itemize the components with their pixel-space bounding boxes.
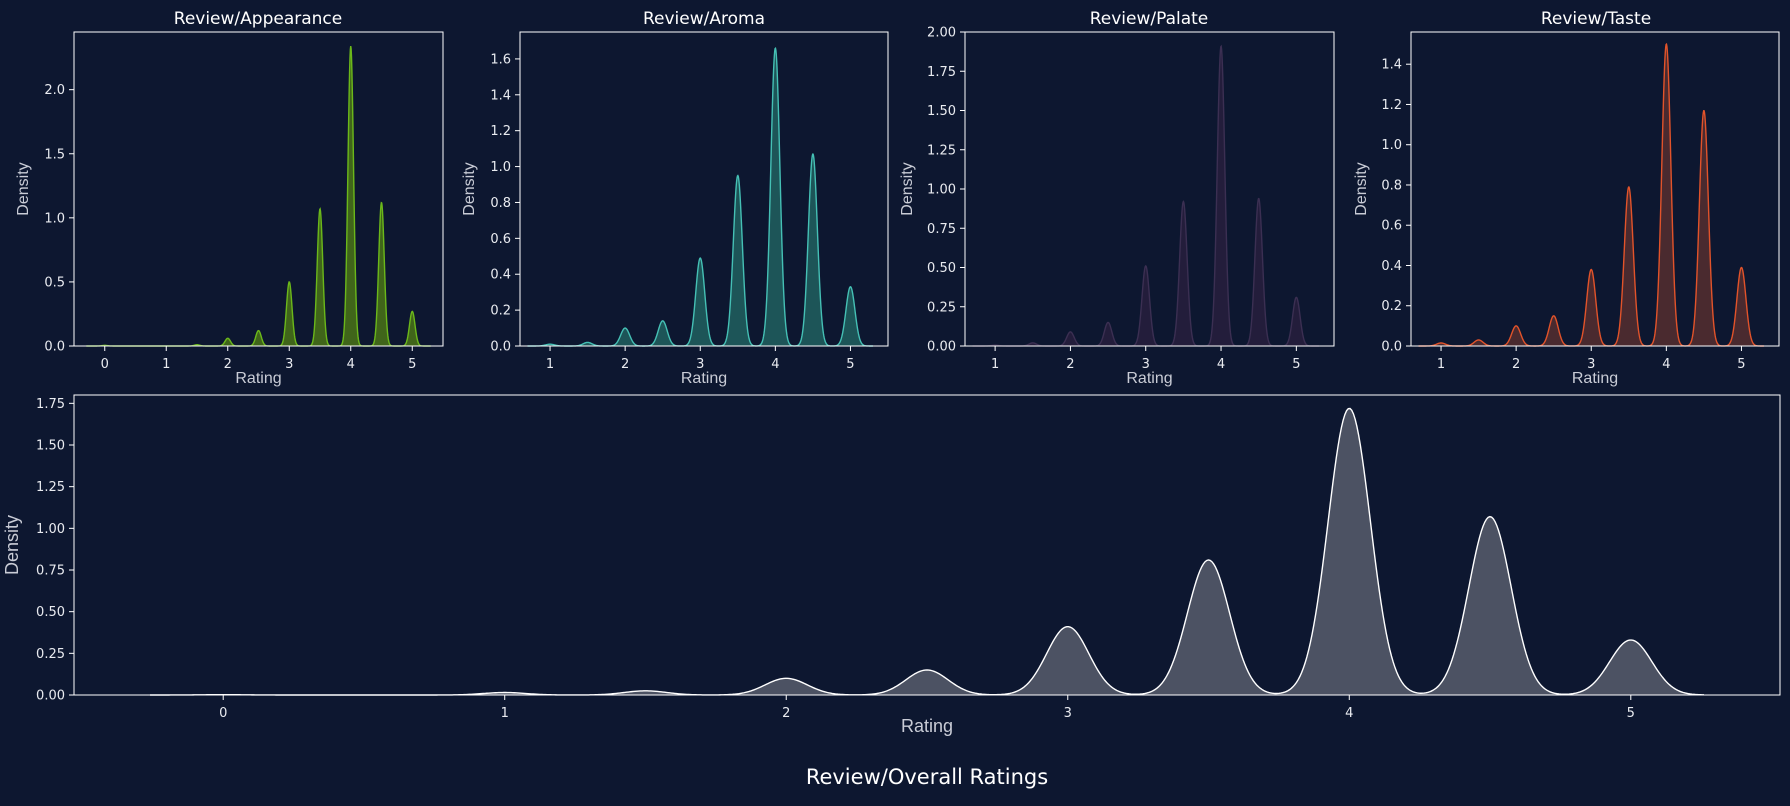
- x-tick-label: 4: [771, 357, 779, 372]
- x-tick-label: 4: [1662, 357, 1670, 372]
- y-tick-label: 1.50: [927, 104, 956, 119]
- x-tick-label: 3: [1587, 357, 1595, 372]
- y-tick-label: 0.4: [1381, 259, 1402, 274]
- x-tick-label: 1: [162, 357, 170, 372]
- x-tick-label: 0: [101, 357, 109, 372]
- axes-frame: [73, 394, 1781, 696]
- y-tick-label: 1.50: [36, 439, 65, 454]
- y-axis-label: Density: [15, 162, 32, 215]
- density-area: [527, 48, 873, 346]
- chart-title: Review/Aroma: [643, 9, 765, 29]
- x-tick-label: 1: [991, 357, 999, 372]
- y-tick-label: 0.0: [490, 340, 511, 355]
- y-tick-label: 1.4: [1381, 58, 1402, 73]
- y-tick-label: 0.2: [490, 304, 511, 319]
- chart-title: Review/Overall Ratings: [806, 765, 1048, 789]
- panel-review-aroma: 1 2 3 4 5 0.0 0.2 0.4 0.6 0.8 1.0 1.2 1.4 1.6 Review/A…: [461, 9, 889, 387]
- y-tick-label: 1.4: [490, 88, 511, 103]
- y-tick-label: 1.00: [927, 183, 956, 198]
- y-tick-label: 0.25: [36, 647, 65, 662]
- y-tick-label: 2.00: [927, 26, 956, 41]
- y-tick-label: 1.75: [36, 397, 65, 412]
- x-tick-label: 0: [219, 706, 227, 721]
- y-tick-label: 1.0: [490, 160, 511, 175]
- y-tick-label: 0.2: [1381, 299, 1402, 314]
- y-tick-label: 1.2: [490, 124, 511, 139]
- chart-title: Review/Taste: [1541, 9, 1651, 29]
- x-tick-label: 2: [782, 706, 790, 721]
- x-tick-label: 5: [846, 357, 854, 372]
- density-area: [150, 408, 1704, 695]
- x-axis-label: Rating: [1572, 370, 1618, 387]
- y-axis-label: Density: [899, 162, 916, 215]
- y-tick-label: 1.00: [36, 522, 65, 537]
- y-tick-label: 0.75: [927, 222, 956, 237]
- y-tick-label: 0.8: [1381, 178, 1402, 193]
- y-tick-label: 1.6: [490, 52, 511, 67]
- x-tick-label: 3: [696, 357, 704, 372]
- x-axis-label: Rating: [681, 370, 727, 387]
- y-tick-label: 0.75: [36, 564, 65, 579]
- panel-review-taste: 1 2 3 4 5 0.0 0.2 0.4 0.6 0.8 1.0 1.2 1.4 Review/Tast…: [1353, 9, 1780, 387]
- x-tick-label: 2: [224, 357, 232, 372]
- y-tick-label: 1.75: [927, 65, 956, 80]
- axes-frame: [519, 31, 889, 347]
- panel-review-palate: 1 2 3 4 5 0.00 0.25 0.50 0.75 1.00 1.25 1.50 1.75 2.0…: [899, 9, 1335, 387]
- density-area: [972, 46, 1319, 346]
- axes-frame: [73, 31, 444, 347]
- x-axis-label: Rating: [1126, 370, 1172, 387]
- x-tick-label: 3: [285, 357, 293, 372]
- y-tick-label: 0.00: [36, 689, 65, 704]
- x-tick-label: 1: [1437, 357, 1445, 372]
- y-tick-label: 0.8: [490, 196, 511, 211]
- y-tick-label: 0.5: [44, 275, 65, 290]
- x-tick-label: 4: [1345, 706, 1353, 721]
- y-tick-label: 1.2: [1381, 98, 1402, 113]
- y-axis-label: Density: [461, 162, 478, 215]
- y-tick-label: 1.0: [1381, 138, 1402, 153]
- y-tick-label: 0.0: [1381, 340, 1402, 355]
- axes-frame: [1410, 31, 1780, 347]
- y-tick-label: 1.25: [36, 480, 65, 495]
- x-tick-label: 4: [1217, 357, 1225, 372]
- x-tick-label: 2: [621, 357, 629, 372]
- y-tick-label: 0.6: [490, 232, 511, 247]
- density-area: [86, 46, 431, 347]
- density-line: [972, 44, 1319, 347]
- x-tick-label: 5: [1292, 357, 1300, 372]
- x-tick-label: 5: [1737, 357, 1745, 372]
- x-axis-label: Rating: [901, 716, 953, 736]
- y-tick-label: 0.6: [1381, 219, 1402, 234]
- y-tick-label: 0.50: [36, 605, 65, 620]
- y-tick-label: 0.25: [927, 300, 956, 315]
- y-tick-label: 1.25: [927, 143, 956, 158]
- panel-review-appearance: 0 1 2 3 4 5 0.0 0.5 1.0 1.5 2.0 Review/Appearance Ra…: [15, 9, 444, 387]
- x-tick-label: 4: [347, 357, 355, 372]
- x-tick-label: 5: [408, 357, 416, 372]
- x-tick-label: 2: [1066, 357, 1074, 372]
- y-axis-label: Density: [2, 515, 22, 575]
- y-tick-label: 0.50: [927, 261, 956, 276]
- y-tick-label: 1.5: [44, 147, 65, 162]
- y-tick-label: 0.0: [44, 340, 65, 355]
- y-tick-label: 0.00: [927, 340, 956, 355]
- y-axis-label: Density: [1353, 162, 1370, 215]
- x-axis-label: Rating: [235, 370, 281, 387]
- panel-review-overall: 0 1 2 3 4 5 0.00 0.25 0.50 0.75 1.00 1.25 1.50 1.75 Re…: [2, 394, 1781, 789]
- x-tick-label: 1: [501, 706, 509, 721]
- x-tick-label: 2: [1512, 357, 1520, 372]
- y-tick-label: 0.4: [490, 268, 511, 283]
- y-tick-label: 1.0: [44, 211, 65, 226]
- x-tick-label: 5: [1627, 706, 1635, 721]
- chart-title: Review/Appearance: [174, 9, 342, 29]
- x-tick-label: 3: [1064, 706, 1072, 721]
- x-tick-label: 1: [546, 357, 554, 372]
- y-tick-label: 2.0: [44, 83, 65, 98]
- density-line: [1418, 42, 1764, 347]
- density-line: [527, 46, 873, 347]
- chart-title: Review/Palate: [1090, 9, 1209, 29]
- x-tick-label: 3: [1142, 357, 1150, 372]
- density-area: [1418, 44, 1764, 347]
